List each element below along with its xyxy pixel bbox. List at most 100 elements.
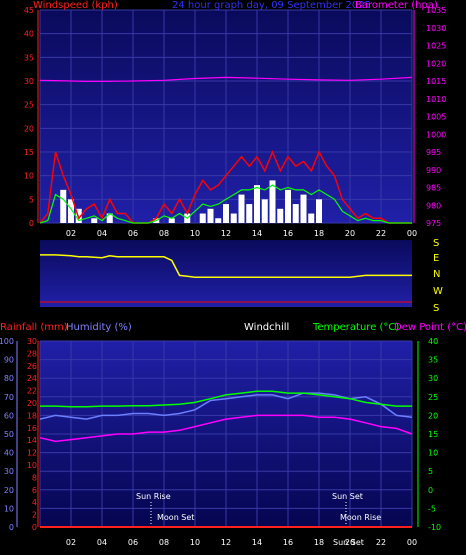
wind-time-tick: 04 [97,229,107,238]
rainfall-tick: 24 [27,374,37,383]
temperature-time-tick: 20 [345,538,355,547]
windspeed-tick: 35 [24,53,34,62]
humidity-tick: 90 [4,356,14,365]
windspeed-line [39,150,412,224]
windspeed-tick: 30 [24,77,34,86]
barometer-tick: 1010 [426,95,446,104]
temperature-time-axis: 02 04 06 08 10 12 14 16 18 20 22 00 [66,538,417,547]
temperature-time-tick: 00 [407,538,417,547]
wind-time-tick: 06 [128,229,138,238]
temperature-tick: 20 [428,411,438,420]
temperature-tick: 5 [428,467,433,476]
rainfall-tick: 12 [27,449,37,458]
direction-line [40,254,412,278]
rainfall-label: Rainfall (mm) [0,322,68,333]
temperature-tick: -5 [428,504,436,513]
humidity-tick: 20 [4,486,14,495]
temperature-tick: 25 [428,393,438,402]
gust-bar [300,194,307,223]
gust-bar [91,218,98,223]
humidity-tick: 10 [4,504,14,513]
wind-time-tick: 14 [252,229,262,238]
rainfall-tick: 4 [32,498,37,507]
windchill-label: Windchill [244,322,289,333]
sunrise-label: Sun Rise [136,492,171,501]
rainfall-tick: 8 [32,473,37,482]
barometer-tick: 1020 [426,59,446,68]
barometer-tick: 1025 [426,42,446,51]
temperature-time-tick: 22 [376,538,386,547]
windspeed-tick: 25 [24,101,34,110]
gust-bar [238,194,245,223]
humidity-tick: 100 [0,337,14,346]
gust-bar [199,213,206,223]
gust-bar [292,204,299,223]
gust-bar [223,204,229,223]
rainfall-tick: 30 [27,337,37,346]
gust-bar [207,208,214,223]
rainfall-tick: 28 [27,349,37,358]
humidity-tick: 80 [4,374,14,383]
wind-time-tick: 02 [66,229,76,238]
gust-bar [168,218,175,223]
windspeed-tick: 40 [24,30,34,39]
dewpoint-line [39,414,413,443]
temperature-time-tick: 18 [314,538,324,547]
wind-panel-grid [39,9,413,224]
barometer-tick: 1015 [426,77,446,86]
gust-bar [316,199,322,223]
temperature-axis: -10 -5 0 5 10 15 20 25 30 35 40 [417,337,441,532]
gust-bar [254,185,260,223]
windspeed-tick: 45 [24,6,34,15]
temperature-tick: 40 [428,337,438,346]
temperature-tick: 0 [428,486,433,495]
wind-time-tick: 16 [283,229,293,238]
rainfall-tick: 10 [27,461,37,470]
wind-time-tick: 00 [407,229,417,238]
windspeed-label: Windspeed (kph) [33,0,118,11]
graph-title: 24 hour graph day, 09 September 2025 [172,0,371,11]
gust-bar [308,213,315,223]
temperature-tick: -10 [428,523,441,532]
barometer-tick: 980 [426,201,441,210]
humidity-tick: 60 [4,411,14,420]
windspeed-tick: 15 [24,148,34,157]
wind-time-tick: 10 [190,229,200,238]
wind-time-tick: 20 [345,229,355,238]
rainfall-tick: 20 [27,399,37,408]
direction-panel-background [40,240,412,307]
wind-time-tick: 22 [376,229,386,238]
moonset-label: Moon Set [157,513,194,522]
direction-series [40,254,412,303]
wind-time-tick: 12 [221,229,231,238]
temperature-time-tick: 16 [283,538,293,547]
temperature-time-tick: 06 [128,538,138,547]
barometer-tick: 990 [426,166,441,175]
temperature-tick: 35 [428,356,438,365]
gust-bar [285,189,291,223]
sunset-lower-label: Sun Set [333,538,364,547]
temperature-tick: 30 [428,374,438,383]
barometer-tick: 975 [426,219,441,228]
gust-bar [215,218,222,223]
rainfall-tick: 26 [27,362,37,371]
gust-bar [106,213,113,223]
windspeed-tick: 5 [29,195,34,204]
temperature-series [39,390,413,528]
rainfall-tick: 22 [27,387,37,396]
temperature-time-tick: 02 [66,538,76,547]
humidity-tick: 40 [4,449,14,458]
temperature-time-tick: 10 [190,538,200,547]
temperature-tick: 15 [428,430,438,439]
barometer-tick: 1000 [426,130,446,139]
rainfall-tick: 18 [27,411,37,420]
humidity-tick: 50 [4,430,14,439]
temperature-tick: 10 [428,449,438,458]
humidity-tick: 70 [4,393,14,402]
humidity-tick: 0 [9,523,14,532]
gust-bar [269,180,276,223]
humidity-tick: 30 [4,467,14,476]
rainfall-tick: 6 [32,486,37,495]
